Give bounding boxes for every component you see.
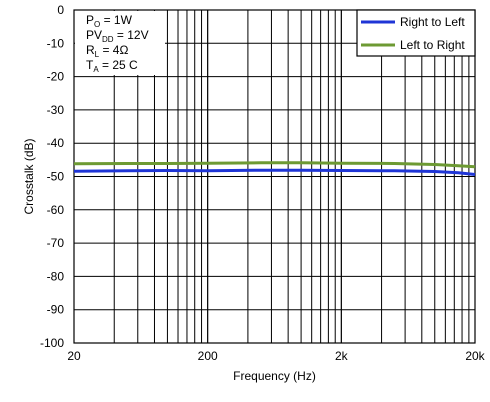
y-tick-label: -80 <box>47 269 65 283</box>
y-tick-label: -90 <box>47 303 65 317</box>
y-tick-label: -40 <box>47 136 65 150</box>
x-tick-label: 200 <box>198 349 218 363</box>
x-tick-label: 2k <box>335 349 349 363</box>
y-tick-label: -70 <box>47 236 65 250</box>
x-tick-label: 20 <box>67 349 81 363</box>
condition-line-3: RL = 4Ω <box>86 43 128 59</box>
y-tick-label: 0 <box>57 3 64 17</box>
series-line-1 <box>73 168 476 176</box>
y-tick-label: -50 <box>47 170 65 184</box>
y-tick-label: -10 <box>47 36 65 50</box>
condition-line-4: TA = 25 C <box>86 58 138 74</box>
plot-frame <box>73 9 476 344</box>
x-tick-label: 20k <box>465 349 485 363</box>
series-line-2 <box>73 161 476 169</box>
condition-line-1: PO = 1W <box>86 13 133 29</box>
y-axis-title: Crosstalk (dB) <box>22 138 36 214</box>
series-layer <box>73 161 476 176</box>
conditions-background <box>75 11 165 75</box>
legend-label-2: Left to Right <box>400 38 465 52</box>
condition-line-2: PVDD = 12V <box>86 28 149 44</box>
y-tick-label: -100 <box>40 336 64 350</box>
grid-lines <box>74 10 475 343</box>
x-axis-title: Frequency (Hz) <box>233 369 316 383</box>
legend-box <box>356 9 476 57</box>
y-tick-label: -30 <box>47 103 65 117</box>
legend: Right to Left Left to Right <box>356 9 476 57</box>
y-tick-label: -60 <box>47 203 65 217</box>
y-tick-label: -20 <box>47 70 65 84</box>
legend-label-1: Right to Left <box>400 15 465 29</box>
